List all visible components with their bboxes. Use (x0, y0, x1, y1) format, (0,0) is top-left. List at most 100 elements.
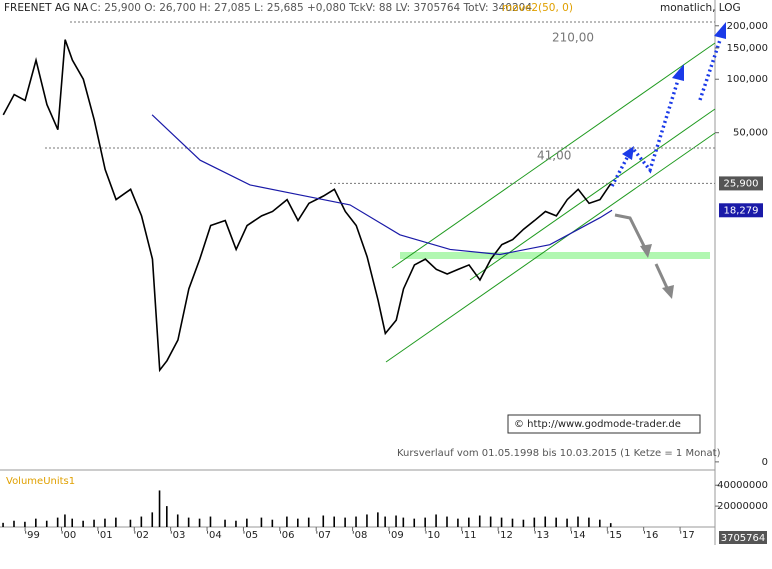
x-tick-label: '17 (679, 530, 694, 541)
volume-bar (82, 520, 84, 527)
trend-channel (385, 42, 716, 363)
volume-bar (93, 519, 95, 527)
arrow-head (662, 285, 674, 299)
volume-bar (45, 520, 48, 527)
volume-bar (435, 514, 437, 527)
volume-bar (566, 518, 568, 527)
volume-bar (24, 521, 26, 527)
arrow-head (622, 146, 634, 160)
x-tick-label: '14 (570, 530, 585, 541)
x-tick-label: '03 (170, 530, 185, 541)
x-tick-label: '08 (352, 530, 367, 541)
x-tick-label: '10 (425, 530, 440, 541)
channel-line (385, 132, 716, 363)
arrow-head (672, 64, 684, 81)
volume-bar (322, 515, 325, 527)
volume-bar (129, 519, 132, 527)
volume-bar (307, 517, 310, 527)
volume-bar (235, 520, 237, 527)
volume-bar (115, 517, 117, 527)
caption: Kursverlauf vom 01.05.1998 bis 10.03.201… (397, 448, 721, 459)
arrow-head (640, 244, 652, 258)
y-tick-label: 100,000 (727, 74, 768, 85)
volume-bar (198, 518, 201, 527)
volume-bar (224, 519, 226, 527)
arrow-heads (622, 22, 726, 160)
volume-bar (577, 516, 579, 527)
volume-bar (377, 512, 379, 527)
channel-line (391, 42, 716, 269)
x-tick-label: '16 (643, 530, 658, 541)
y-tick-label: 200,000 (727, 21, 768, 32)
volume-bar (489, 516, 492, 527)
value-label: 3705764 (721, 533, 766, 544)
volume-bar (402, 517, 405, 527)
volume-bar (2, 522, 4, 527)
arrow-heads (640, 244, 674, 299)
copyright-box (507, 414, 701, 434)
x-tick-label: '99 (24, 530, 39, 541)
volume-bar (176, 514, 179, 527)
channel-line (469, 108, 716, 281)
volume-bar (395, 515, 397, 527)
forecast-up (610, 39, 722, 187)
y-tick-label: 50,000 (733, 128, 768, 139)
volume-bar (260, 517, 263, 527)
x-tick-label: '00 (61, 530, 76, 541)
scale-label: monatlich, LOG (660, 2, 741, 14)
volume-bar (468, 517, 470, 527)
volume-bar (355, 516, 357, 527)
volume-bar (13, 520, 15, 527)
volume-bar (166, 506, 168, 527)
y-tick-label: 20000000 (717, 501, 768, 512)
volume-bar (446, 516, 448, 527)
x-tick-label: '07 (315, 530, 330, 541)
x-tick-label: '12 (497, 530, 512, 541)
x-tick-label: '13 (534, 530, 549, 541)
volume-bar (366, 514, 368, 527)
volume-bar (246, 518, 248, 527)
volume-bar (544, 516, 547, 527)
volume-bar (158, 490, 161, 527)
volume-title: VolumeUnits1 (6, 476, 75, 487)
x-tick-label: '05 (243, 530, 258, 541)
volume-bar (64, 514, 66, 527)
volume-bar (424, 517, 426, 527)
value-label: 25,900 (724, 178, 759, 189)
volume-bar (609, 523, 612, 527)
volume-bar (104, 518, 106, 527)
arrow-path (614, 213, 647, 249)
x-tick-label: '15 (607, 530, 622, 541)
volume-bar (413, 518, 416, 527)
x-tick-label: '04 (206, 530, 221, 541)
support-zone (400, 252, 710, 259)
indicator-name: move2(50, 0) (502, 2, 573, 14)
volume-bar (297, 518, 299, 527)
volume-bar (588, 517, 590, 527)
arrow-path (632, 79, 680, 174)
arrow-path (654, 263, 670, 291)
y-tick-label: 150,000 (727, 43, 768, 54)
volume-bar (187, 517, 190, 527)
volume-bar (555, 517, 557, 527)
volume-bar (209, 516, 212, 527)
y-tick-label: 40000000 (717, 480, 768, 491)
volume-bar (457, 518, 459, 527)
x-tick-label: '09 (388, 530, 403, 541)
volume-bar (71, 518, 74, 527)
value-label-box (719, 203, 763, 218)
level-label: 210,00 (552, 31, 594, 45)
price-line (2, 39, 612, 373)
value-label: 18,279 (724, 205, 759, 216)
y-tick-label: 0 (762, 457, 768, 468)
volume-bar (286, 516, 288, 527)
volume-bar (384, 516, 386, 527)
arrow-path (610, 155, 630, 187)
arrow-head (714, 22, 726, 39)
copyright: © http://www.godmode-trader.de (514, 419, 681, 430)
volume-bar (478, 515, 481, 527)
forecast-down (614, 213, 670, 291)
quote: C: 25,900 O: 26,700 H: 27,085 L: 25,685 … (90, 2, 532, 14)
x-tick-label: '06 (279, 530, 294, 541)
